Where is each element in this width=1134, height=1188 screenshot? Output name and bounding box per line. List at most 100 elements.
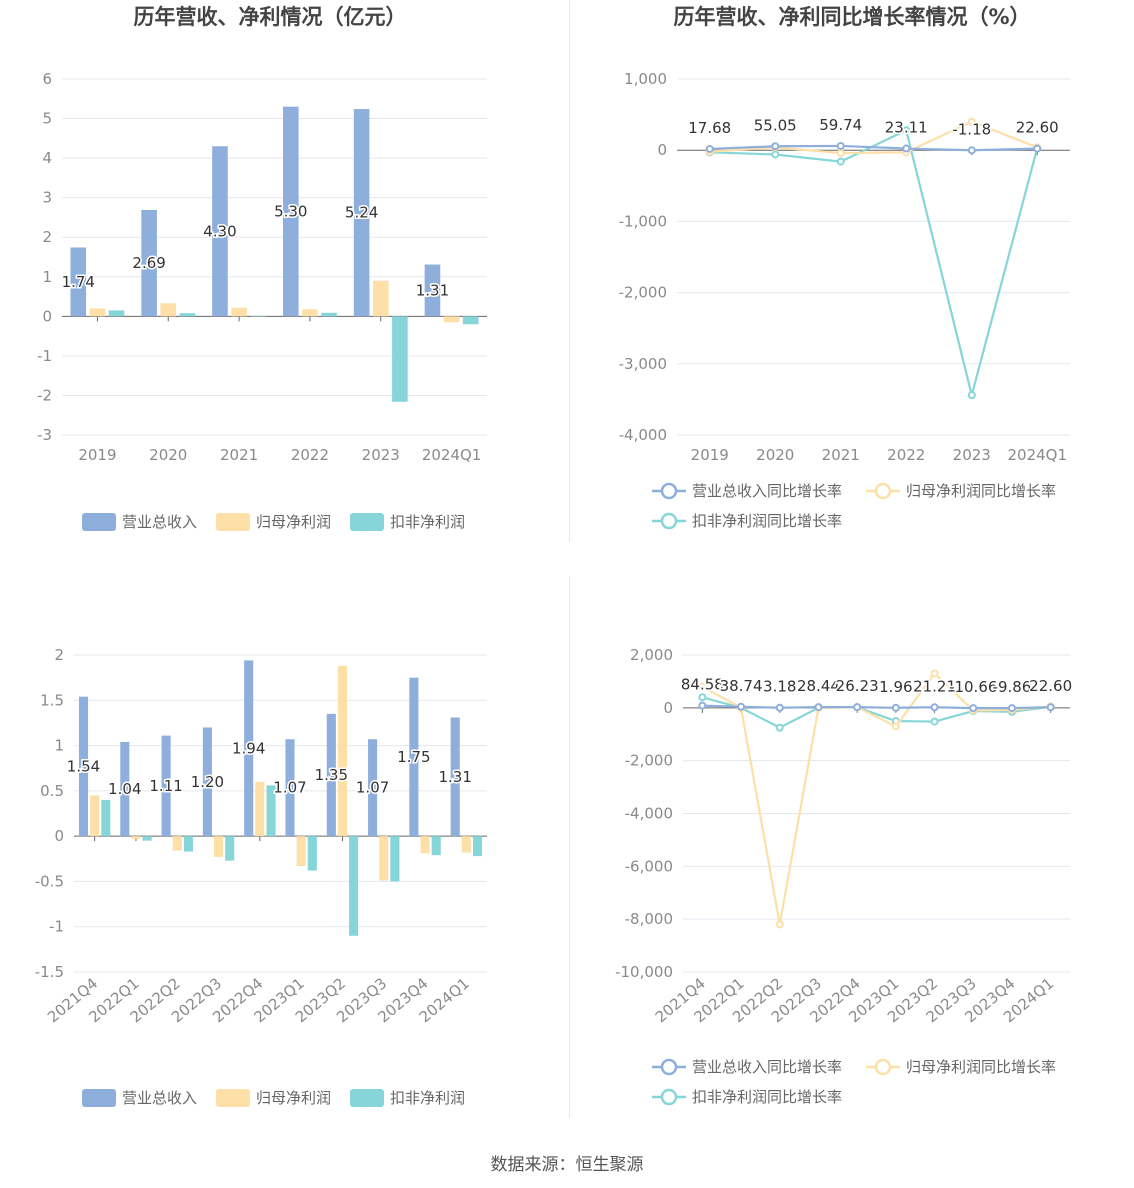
legend-label: 营业总收入 (122, 1089, 197, 1107)
quarterly-revenue-profit-svg: 营收、净利季度变动情况（亿元）21.510.50-0.5-1-1.52021Q4… (35, 646, 487, 1107)
y-tick-label: 2 (42, 228, 52, 246)
legend-label: 扣非净利润 (390, 513, 465, 531)
y-tick-label: -1.5 (35, 963, 64, 981)
bar-net-profit (90, 795, 100, 837)
legend-label: 扣非净利润同比增长率 (692, 1088, 842, 1106)
bar-net-profit (214, 836, 224, 857)
revenue-data-label: 1.31 (416, 281, 449, 299)
series-point (902, 126, 911, 135)
legend-item: 营业总收入 (82, 1089, 197, 1107)
bar-revenue (283, 106, 299, 317)
y-tick-label: -4,000 (625, 805, 673, 823)
y-tick-label: -1 (49, 918, 64, 936)
revenue-data-label: 1.31 (438, 768, 471, 786)
revenue-data-label: 1.75 (397, 748, 430, 766)
x-tick-label: 2020 (756, 446, 794, 464)
series-point (698, 693, 707, 702)
y-tick-label: 4 (42, 149, 52, 167)
bar-net-profit (255, 781, 265, 837)
series-point (737, 702, 746, 711)
bar-net-profit (337, 665, 347, 837)
bar-deducted-profit (179, 313, 196, 317)
series-point (705, 144, 714, 153)
series-line (709, 120, 1038, 155)
y-tick-label: -1 (37, 347, 52, 365)
legend-label: 营业总收入同比增长率 (692, 1058, 842, 1076)
y-tick-label: -3,000 (619, 355, 667, 373)
revenue-growth-label: 59.74 (819, 116, 862, 134)
y-tick-label: 0 (663, 699, 673, 717)
revenue-data-label: 1.54 (67, 757, 100, 775)
series-point (853, 703, 862, 712)
bar-revenue (202, 727, 212, 837)
bar-net-profit (160, 303, 177, 317)
series-point (1033, 144, 1042, 153)
series-line (702, 696, 1051, 729)
y-tick-label: -2 (37, 386, 52, 404)
y-tick-label: -10,000 (615, 963, 673, 981)
bar-net-profit (231, 307, 247, 317)
series-point (775, 723, 784, 732)
y-tick-label: 5 (42, 110, 52, 128)
legend-item: 归母净利润同比增长率 (866, 482, 1056, 500)
revenue-data-label: 1.74 (62, 273, 95, 291)
legend-swatch (82, 513, 116, 531)
bar-revenue (141, 209, 157, 317)
revenue-growth-label: 22.60 (1016, 119, 1059, 137)
legend-marker (874, 1058, 892, 1076)
revenue-growth-label: -9.86 (993, 678, 1032, 696)
quarterly-growth-rate-svg: 营收、净利同比增长率季度变动情况（%）2,0000-2,000-4,000-6,… (615, 646, 1074, 1106)
legend-label: 归母净利润同比增长率 (906, 1058, 1056, 1076)
revenue-growth-label: -1.18 (952, 120, 991, 138)
legend-label: 归母净利润 (256, 1089, 331, 1107)
bar-deducted-profit (462, 316, 479, 325)
y-tick-label: 1.5 (40, 691, 64, 709)
legend-item: 扣非净利润 (350, 513, 465, 531)
series-point (698, 701, 707, 710)
legend-label: 扣非净利润同比增长率 (692, 512, 842, 530)
revenue-growth-label: 55.05 (754, 116, 797, 134)
y-tick-label: -6,000 (625, 857, 673, 875)
legend-item: 营业总收入同比增长率 (652, 1058, 842, 1076)
y-tick-label: 2 (54, 646, 64, 664)
revenue-data-label: 5.24 (345, 204, 378, 222)
series-point (967, 117, 976, 126)
quarterly-growth-rate-chart: 营收、净利同比增长率季度变动情况（%）2,0000-2,000-4,000-6,… (567, 576, 1134, 1151)
bar-deducted-profit (349, 836, 359, 936)
bar-net-profit (372, 280, 389, 317)
revenue-data-label: 2.69 (132, 254, 165, 272)
y-tick-label: -2,000 (619, 284, 667, 302)
revenue-growth-label: 84.58 (681, 676, 724, 694)
legend-item: 扣非净利润同比增长率 (652, 1088, 842, 1106)
bar-revenue (424, 264, 441, 317)
series-point (891, 703, 900, 712)
series-point (814, 703, 823, 712)
bar-net-profit (131, 836, 141, 839)
legend-swatch (216, 513, 250, 531)
bar-deducted-profit (390, 836, 400, 882)
bar-revenue (70, 247, 87, 317)
legend-marker (660, 1088, 678, 1106)
revenue-data-label: 5.30 (274, 203, 307, 221)
bar-revenue (409, 677, 419, 837)
revenue-growth-label: 38.74 (720, 677, 763, 695)
x-tick-label: 2024Q1 (1007, 446, 1067, 464)
x-tick-label: 2023 (362, 446, 400, 464)
y-tick-label: 0 (54, 827, 64, 845)
y-tick-label: 1 (42, 268, 52, 286)
x-tick-label: 2024Q1 (422, 446, 482, 464)
legend-item: 扣非净利润 (350, 1089, 465, 1107)
series-point (967, 146, 976, 155)
series-point (836, 149, 845, 158)
series-point (775, 920, 784, 929)
bar-revenue (161, 735, 171, 837)
revenue-growth-label: 21.21 (913, 677, 956, 695)
legend-item: 归母净利润同比增长率 (866, 1058, 1056, 1076)
quarterly-revenue-profit-chart: 营收、净利季度变动情况（亿元）21.510.50-0.5-1-1.52021Q4… (0, 576, 567, 1151)
legend-item: 营业总收入同比增长率 (652, 482, 842, 500)
series-line (701, 671, 1051, 925)
legend-label: 归母净利润 (256, 513, 331, 531)
series-point (836, 157, 845, 166)
y-tick-label: 3 (42, 189, 52, 207)
series-point (930, 717, 939, 726)
